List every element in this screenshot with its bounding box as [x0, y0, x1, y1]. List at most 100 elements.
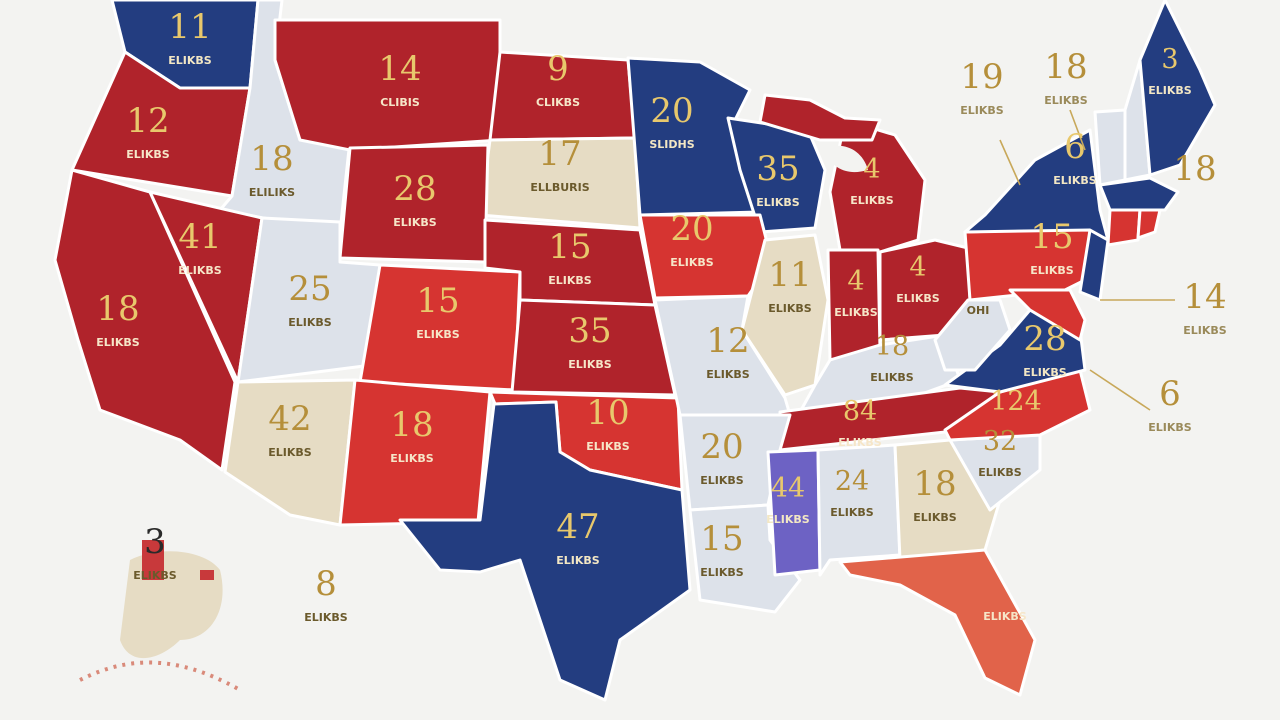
state-text-ga: ELIKBS — [913, 511, 957, 524]
state-text-pa: ELIKBS — [1030, 264, 1074, 277]
state-ri[interactable] — [1136, 208, 1162, 240]
state-text-ia: ELIKBS — [670, 256, 714, 269]
state-md[interactable] — [1008, 288, 1087, 342]
state-al[interactable] — [816, 443, 902, 577]
state-text-fl: ELIKBS — [983, 610, 1027, 623]
great-lakes — [822, 145, 868, 173]
state-text-sc: ELIKBS — [978, 466, 1022, 479]
state-number-wi: 35 — [756, 149, 799, 189]
state-text-in: ELIKBS — [834, 306, 878, 319]
state-text-id: ELILIKS — [249, 186, 295, 199]
state-text-mo: ELIKBS — [706, 368, 750, 381]
state-number-il: 11 — [768, 255, 811, 295]
state-ma[interactable] — [1098, 176, 1180, 212]
state-text-mi: ELIKBS — [850, 194, 894, 207]
state-number-ky: 18 — [875, 331, 909, 362]
callout-text-0: ELIKBS — [960, 104, 1004, 117]
state-la[interactable] — [688, 503, 802, 614]
state-number-al: 24 — [835, 466, 869, 497]
state-text-nv: ELIKBS — [178, 264, 222, 277]
state-number-nd: 9 — [547, 49, 569, 89]
callout-number-4: 6 — [1159, 374, 1181, 414]
state-number-ok: 10 — [586, 393, 629, 433]
state-text-ar: ELIKBS — [700, 474, 744, 487]
state-text-co: ELIKBS — [416, 328, 460, 341]
state-text-wv: OHI — [967, 304, 990, 317]
state-number-sc: 32 — [983, 426, 1017, 457]
state-number-tn: 84 — [843, 396, 877, 427]
state-number-pa: 15 — [1030, 217, 1073, 257]
state-me[interactable] — [1138, 0, 1217, 177]
state-number-sd: 17 — [538, 134, 581, 174]
state-number-or: 12 — [126, 101, 169, 141]
state-number-ks: 35 — [568, 311, 611, 351]
state-text-hi: ELIKBS — [304, 611, 348, 624]
state-text-ak: ELIKBS — [133, 569, 177, 582]
state-text-mn: SLIDHS — [649, 138, 694, 151]
state-number-nc: 124 — [990, 386, 1042, 417]
state-number-ak: 3 — [144, 522, 166, 562]
state-number-ca: 18 — [96, 289, 139, 329]
callout-number-1: 18 — [1044, 47, 1087, 87]
state-number-mi: 4 — [863, 154, 880, 185]
state-text-ok: ELIKBS — [586, 440, 630, 453]
state-number-va: 28 — [1023, 319, 1066, 359]
state-ny[interactable] — [963, 128, 1110, 242]
ak-islands — [79, 660, 241, 692]
state-text-wy: ELIKBS — [393, 216, 437, 229]
callout-number-3: 14 — [1183, 277, 1226, 317]
state-az[interactable] — [223, 378, 357, 527]
callout-number-2: 18 — [1173, 149, 1216, 189]
state-number-ut: 25 — [288, 269, 331, 309]
state-text-oh: ELIKBS — [896, 292, 940, 305]
leader-6 — [1089, 369, 1151, 411]
state-text-az: ELIKBS — [268, 446, 312, 459]
state-text-me: ELIKBS — [1148, 84, 1192, 97]
state-number-nv: 41 — [178, 217, 221, 257]
state-text-al: ELIKBS — [830, 506, 874, 519]
state-number-wa: 11 — [168, 7, 211, 47]
state-text-ny: ELIKBS — [1053, 174, 1097, 187]
state-number-id: 18 — [250, 139, 293, 179]
state-number-nm: 18 — [390, 405, 433, 445]
callout-number-0: 19 — [960, 57, 1003, 97]
state-number-mo: 12 — [706, 321, 749, 361]
state-number-wy: 28 — [393, 169, 436, 209]
state-text-tx: ELIKBS — [556, 554, 600, 567]
state-fl[interactable] — [838, 548, 1037, 697]
state-number-oh: 4 — [909, 252, 926, 283]
leader-18 — [1069, 109, 1086, 151]
state-text-sd: ELLBURIS — [530, 181, 589, 194]
state-number-ar: 20 — [700, 427, 743, 467]
state-text-or: ELIKBS — [126, 148, 170, 161]
callout-text-3: ELIKBS — [1183, 324, 1227, 337]
state-ct[interactable] — [1106, 208, 1142, 247]
state-number-in: 4 — [847, 266, 864, 297]
state-text-tn: ELIKBS — [838, 436, 882, 449]
state-text-ks: ELIKBS — [568, 358, 612, 371]
state-text-mt: CLIBIS — [380, 96, 420, 109]
state-text-ms: ELIKBS — [766, 513, 810, 526]
state-mi-up[interactable] — [758, 93, 882, 142]
state-number-ny: 6 — [1064, 127, 1086, 167]
state-tx[interactable] — [398, 400, 692, 702]
state-text-ky: ELIKBS — [870, 371, 914, 384]
state-number-tx: 47 — [556, 507, 599, 547]
state-number-ga: 18 — [913, 464, 956, 504]
state-number-co: 15 — [416, 281, 459, 321]
state-number-hi: 8 — [315, 564, 337, 604]
state-text-nm: ELIKBS — [390, 452, 434, 465]
state-vt[interactable] — [1093, 108, 1127, 187]
state-wv[interactable] — [933, 298, 1012, 372]
state-number-ms: 44 — [771, 473, 805, 504]
state-number-mn: 20 — [650, 91, 693, 131]
state-number-me: 3 — [1161, 44, 1178, 75]
state-number-mt: 14 — [378, 49, 421, 89]
state-text-il: ELIKBS — [768, 302, 812, 315]
state-text-ne: ELIKBS — [548, 274, 592, 287]
state-number-az: 42 — [268, 399, 311, 439]
state-text-wa: ELIKBS — [168, 54, 212, 67]
state-ak[interactable] — [120, 551, 223, 659]
state-text-la: ELIKBS — [700, 566, 744, 579]
